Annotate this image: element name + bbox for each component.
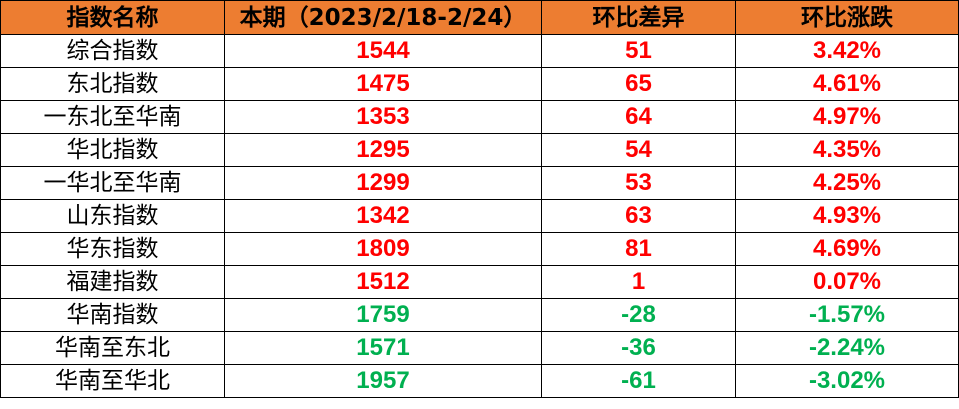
index-name: 华南至东北 [0,331,225,365]
table-row: 华南指数 1759 -28 -1.57% [0,298,959,332]
table-row: 华南至东北 1571 -36 -2.24% [0,331,959,365]
table-row: 华北指数 1295 54 4.35% [0,133,959,167]
current-value: 1299 [224,166,542,200]
current-value: 1571 [224,331,542,365]
index-name: 一东北至华南 [0,100,225,134]
diff-value: 81 [541,232,736,266]
table-row: 东北指数 1475 65 4.61% [0,67,959,101]
diff-value: 53 [541,166,736,200]
current-value: 1809 [224,232,542,266]
change-pct: -3.02% [735,364,959,398]
current-value: 1759 [224,298,542,332]
current-value: 1957 [224,364,542,398]
index-name: 华南至华北 [0,364,225,398]
index-name: 福建指数 [0,265,225,299]
table-row: 华南至华北 1957 -61 -3.02% [0,364,959,398]
diff-value: 65 [541,67,736,101]
current-value: 1544 [224,34,542,68]
change-pct: -2.24% [735,331,959,365]
header-change: 环比涨跌 [735,0,959,35]
current-value: 1353 [224,100,542,134]
change-pct: 4.93% [735,199,959,233]
change-pct: 3.42% [735,34,959,68]
change-pct: 4.97% [735,100,959,134]
table-row: 一东北至华南 1353 64 4.97% [0,100,959,134]
change-pct: 4.69% [735,232,959,266]
index-name: 华南指数 [0,298,225,332]
index-name: 综合指数 [0,34,225,68]
table-row: 福建指数 1512 1 0.07% [0,265,959,299]
change-pct: 4.35% [735,133,959,167]
change-pct: 4.25% [735,166,959,200]
current-value: 1342 [224,199,542,233]
diff-value: 63 [541,199,736,233]
diff-value: 1 [541,265,736,299]
index-table: 指数名称 本期（2023/2/18-2/24） 环比差异 环比涨跌 综合指数 15… [0,0,959,398]
table-row: 山东指数 1342 63 4.93% [0,199,959,233]
diff-value: -36 [541,331,736,365]
diff-value: 51 [541,34,736,68]
table-row: 华东指数 1809 81 4.69% [0,232,959,266]
index-name: 一华北至华南 [0,166,225,200]
header-row: 指数名称 本期（2023/2/18-2/24） 环比差异 环比涨跌 [0,0,959,35]
index-name: 华东指数 [0,232,225,266]
diff-value: -28 [541,298,736,332]
change-pct: 4.61% [735,67,959,101]
current-value: 1475 [224,67,542,101]
index-name: 东北指数 [0,67,225,101]
index-name: 华北指数 [0,133,225,167]
diff-value: 64 [541,100,736,134]
current-value: 1295 [224,133,542,167]
header-current-period: 本期（2023/2/18-2/24） [224,0,542,35]
table-row: 一华北至华南 1299 53 4.25% [0,166,959,200]
current-value: 1512 [224,265,542,299]
change-pct: -1.57% [735,298,959,332]
diff-value: 54 [541,133,736,167]
change-pct: 0.07% [735,265,959,299]
table-row: 综合指数 1544 51 3.42% [0,34,959,68]
diff-value: -61 [541,364,736,398]
index-name: 山东指数 [0,199,225,233]
header-diff: 环比差异 [541,0,736,35]
header-index-name: 指数名称 [0,0,225,35]
